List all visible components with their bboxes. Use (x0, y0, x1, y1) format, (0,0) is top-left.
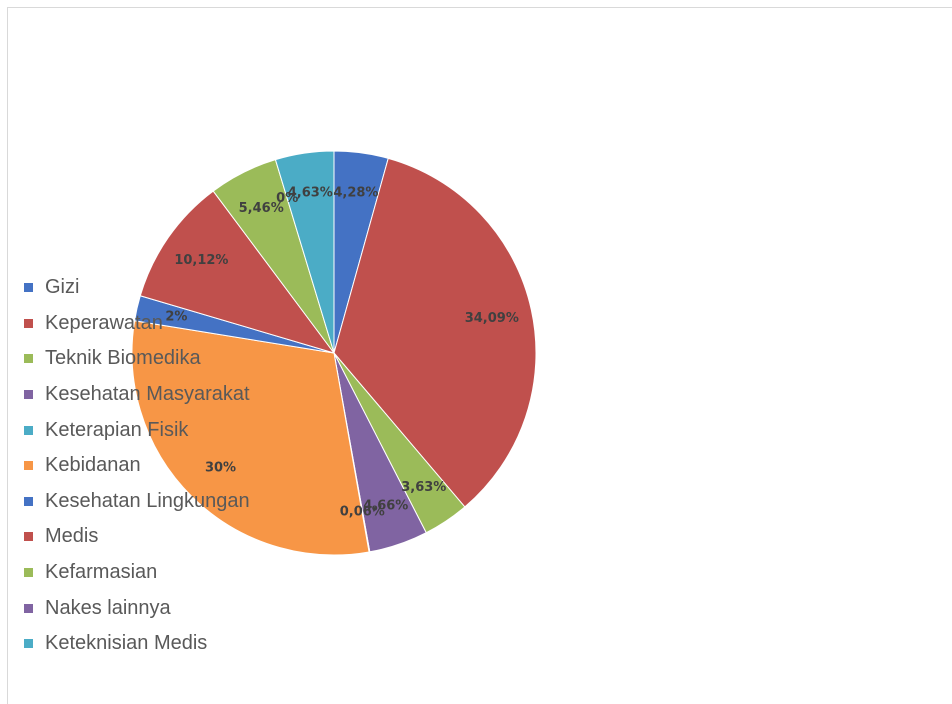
legend-swatch (24, 318, 33, 328)
legend-item-keperawatan: Keperawatan (24, 306, 250, 342)
legend-label: Gizi (45, 276, 80, 299)
legend-swatch (24, 354, 33, 364)
legend-item-kefarmasian: Kefarmasian (24, 555, 250, 591)
legend-item-medis: Medis (24, 519, 250, 555)
legend-item-kesehatan-masyarakat: Kesehatan Masyarakat (24, 377, 250, 413)
legend-item-gizi: Gizi (24, 270, 250, 306)
data-label-medis: 10,12% (174, 253, 228, 268)
data-label-keterapian-fisik: 0,06% (340, 505, 385, 520)
legend-label: Kesehatan Masyarakat (45, 383, 250, 406)
pie-data-labels: 4,28% 34,09% 3,63% 4,66%0,06% 30% 2% 10,12% 5,4… (165, 185, 519, 519)
data-label-keteknisian-medis: 4,63% (288, 186, 333, 201)
legend-label: Kefarmasian (45, 561, 158, 584)
legend-swatch (24, 639, 33, 649)
chart-frame (7, 7, 952, 704)
legend-swatch (24, 532, 33, 542)
legend-label: Medis (45, 525, 99, 548)
data-label-kebidanan: 30% (205, 461, 236, 476)
legend-item-nakes-lainnya: Nakes lainnya (24, 590, 250, 626)
legend-swatch (24, 425, 33, 435)
legend-label: Keterapian Fisik (45, 418, 189, 441)
pie-slice-medis (139, 190, 336, 354)
legend-item-keterapian-fisik: Keterapian Fisik (24, 412, 250, 448)
legend-label: Nakes lainnya (45, 596, 171, 619)
pie-slice-keteknisian-medis (274, 150, 335, 354)
data-label-kefarmasian: 5,46% (239, 201, 284, 216)
legend-item-teknik-biomedika: Teknik Biomedika (24, 341, 250, 377)
legend-label: Keperawatan (45, 311, 163, 334)
legend-swatch (24, 390, 33, 400)
legend-swatch (24, 496, 33, 506)
legend-swatch (24, 568, 33, 578)
legend-label: Kesehatan Lingkungan (45, 489, 250, 512)
data-label-keperawatan: 34,09% (465, 311, 519, 326)
data-label-kesehatan-lingkungan: 2% (165, 310, 187, 325)
legend-label: Teknik Biomedika (45, 347, 201, 370)
data-label-gizi: 4,28% (333, 185, 378, 200)
legend-label: Keteknisian Medis (45, 632, 208, 655)
legend-label: Kebidanan (45, 454, 141, 477)
legend-item-kebidanan: Kebidanan (24, 448, 250, 484)
chart-legend: Gizi Keperawatan Teknik Biomedika Kesehatan… (24, 270, 250, 662)
pie-slice-kebidanan (131, 320, 370, 556)
pie-slice-keperawatan (333, 157, 537, 508)
legend-swatch (24, 283, 33, 293)
data-label-nakes-lainnya: 0% (276, 191, 298, 206)
pie-slices (131, 150, 537, 556)
data-label-kesehatan-masyarakat: 4,66% (363, 499, 408, 514)
legend-item-kesehatan-lingkungan: Kesehatan Lingkungan (24, 484, 250, 520)
legend-swatch (24, 603, 33, 613)
data-label-teknik-biomedika: 3,63% (401, 480, 446, 495)
legend-swatch (24, 461, 33, 471)
legend-item-keteknisian-medis: Keteknisian Medis (24, 626, 250, 662)
